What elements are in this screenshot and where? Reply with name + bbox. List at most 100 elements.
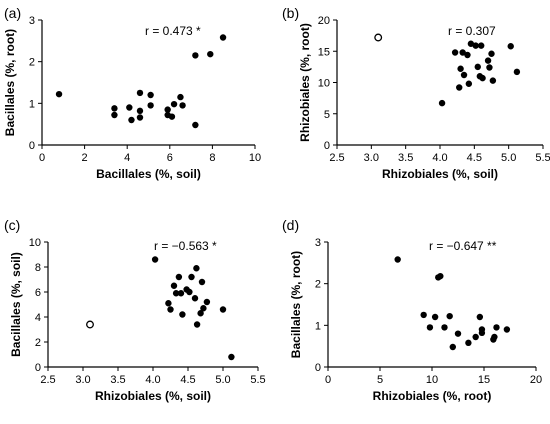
x-tick-label: 5.0 xyxy=(501,152,516,164)
y-tick-label: 10 xyxy=(29,237,41,249)
x-axis-title: Rhizobiales (%, soil) xyxy=(95,389,211,403)
y-tick-label: 2 xyxy=(29,57,35,69)
data-point xyxy=(192,121,199,129)
data-point xyxy=(460,71,468,79)
data-point xyxy=(431,313,439,321)
y-tick-label: 0 xyxy=(324,140,330,152)
panel-letter: (b) xyxy=(282,5,299,21)
outlier-point xyxy=(86,320,94,329)
data-point xyxy=(476,313,484,321)
y-tick-label: 0 xyxy=(29,140,35,152)
data-point xyxy=(488,50,495,57)
y-tick-label: 3 xyxy=(315,237,321,249)
data-point xyxy=(493,324,500,331)
y-tick-label: 1 xyxy=(315,320,321,332)
data-point xyxy=(491,333,498,341)
panel-d: (d) 0 5 10 15 20 0 1 2 3 Rhizobiales (%, root) Baci… xyxy=(282,217,542,403)
x-tick-label: 0 xyxy=(39,152,45,164)
y-tick-label: 15 xyxy=(318,46,330,58)
y-tick-label: 8 xyxy=(35,262,41,274)
data-point xyxy=(191,295,199,302)
data-point xyxy=(136,107,144,115)
x-tick-label: 3.5 xyxy=(398,152,413,164)
x-tick-label: 4.5 xyxy=(467,152,482,164)
data-point xyxy=(464,51,471,59)
data-point xyxy=(472,42,479,49)
outlier-point xyxy=(374,33,383,42)
data-point xyxy=(136,114,144,121)
x-tick-label: 5.0 xyxy=(215,374,230,386)
correlation-label: r = −0.647 ** xyxy=(429,239,497,253)
data-point xyxy=(170,282,178,289)
data-point xyxy=(179,311,186,318)
x-tick-label: 4.5 xyxy=(180,374,195,386)
x-tick-label: 5.5 xyxy=(250,374,265,386)
y-tick-label: 20 xyxy=(318,15,330,27)
data-point xyxy=(484,57,492,64)
data-point xyxy=(219,306,227,313)
data-point xyxy=(420,311,427,319)
panel-a: (a) 0 2 4 6 8 10 0 1 2 3 Bacillales (%, soil) Bacill… xyxy=(3,5,261,181)
x-tick-label: 15 xyxy=(478,374,490,386)
data-point xyxy=(446,312,453,320)
data-point xyxy=(438,99,446,107)
data-point xyxy=(472,333,479,341)
data-point xyxy=(177,290,185,297)
panel-b: (b) 2.5 3.0 3.5 4.0 4.5 5.0 5.5 0 5 10 15 20 Rhizobia… xyxy=(282,5,550,181)
y-axis-title: Bacillales (%, root) xyxy=(3,29,17,136)
data-point xyxy=(147,91,154,99)
data-point xyxy=(456,84,463,91)
data-point xyxy=(188,273,195,281)
data-point xyxy=(394,256,401,263)
y-tick-label: 0 xyxy=(315,362,321,374)
data-point xyxy=(111,105,118,112)
data-point xyxy=(459,49,466,56)
data-point xyxy=(147,102,154,109)
data-point xyxy=(128,116,135,124)
correlation-label: r = 0.307 xyxy=(448,24,496,38)
x-tick-label: 2.5 xyxy=(329,152,344,164)
data-point xyxy=(219,34,227,41)
data-point xyxy=(454,330,462,337)
data-point xyxy=(167,306,174,313)
data-point xyxy=(503,326,511,333)
correlation-label: r = −0.563 * xyxy=(154,239,217,253)
data-point xyxy=(175,273,183,281)
panel-letter: (d) xyxy=(282,217,299,233)
y-tick-label: 10 xyxy=(318,78,330,90)
data-point xyxy=(193,265,200,272)
data-point xyxy=(168,113,176,120)
x-tick-label: 10 xyxy=(249,152,261,164)
data-point xyxy=(151,256,159,263)
panel-letter: (a) xyxy=(4,5,21,21)
x-axis-title: Bacillales (%, soil) xyxy=(96,167,201,181)
x-tick-label: 3.0 xyxy=(75,374,90,386)
data-point xyxy=(441,324,448,331)
data-point xyxy=(228,353,235,361)
data-point xyxy=(426,324,434,331)
data-point xyxy=(465,80,473,87)
data-point xyxy=(449,343,456,351)
panel-letter: (c) xyxy=(4,217,20,233)
x-axis-title: Rhizobiales (%, soil) xyxy=(382,167,498,181)
data-point xyxy=(203,298,211,306)
data-point xyxy=(186,288,193,296)
data-point xyxy=(179,102,186,109)
y-axis-title: Rhizobiales (%, root) xyxy=(298,23,312,142)
x-tick-label: 4.0 xyxy=(145,374,160,386)
data-point xyxy=(111,111,118,119)
data-point xyxy=(200,305,207,312)
y-tick-label: 3 xyxy=(29,15,35,27)
x-tick-label: 10 xyxy=(426,374,438,386)
x-tick-label: 20 xyxy=(530,374,542,386)
y-tick-label: 5 xyxy=(324,109,330,121)
x-tick-label: 4 xyxy=(124,152,130,164)
x-tick-label: 8 xyxy=(209,152,215,164)
data-point xyxy=(165,300,172,307)
data-point xyxy=(465,339,472,347)
data-point xyxy=(164,106,171,113)
data-point xyxy=(126,104,133,111)
x-tick-label: 5 xyxy=(377,374,383,386)
data-point xyxy=(197,310,204,317)
